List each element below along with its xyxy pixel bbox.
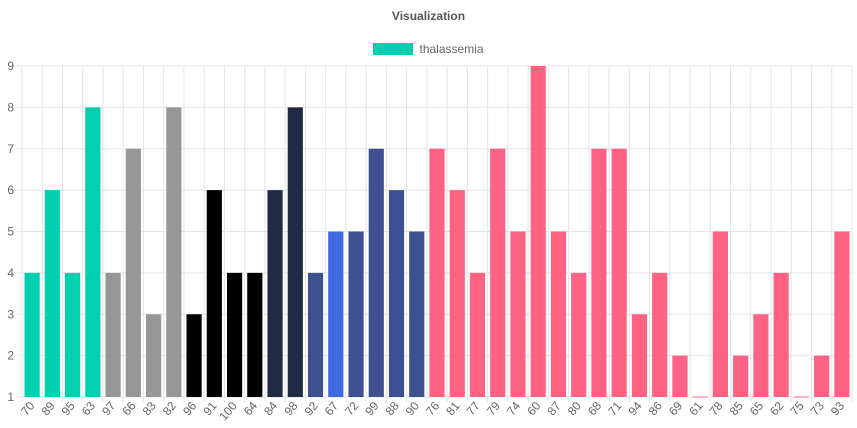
bar-94[interactable] xyxy=(631,314,648,397)
x-tick-label: 63 xyxy=(79,399,99,418)
bar-78[interactable] xyxy=(712,231,729,398)
bar-90[interactable] xyxy=(409,231,425,398)
bars xyxy=(24,66,850,398)
bar-79[interactable] xyxy=(490,148,506,397)
x-tick-label: 89 xyxy=(38,399,58,418)
y-tick-label: 1 xyxy=(7,390,14,404)
x-tick-label: 94 xyxy=(625,399,645,418)
bar-64[interactable] xyxy=(247,272,263,397)
bar-81[interactable] xyxy=(449,190,465,397)
bar-83[interactable] xyxy=(145,314,162,397)
bar-71[interactable] xyxy=(611,148,627,397)
bar-67[interactable] xyxy=(328,231,344,398)
x-tick-label: 66 xyxy=(119,399,139,418)
x-tick-label: 79 xyxy=(484,399,504,418)
x-tick-label: 87 xyxy=(544,399,564,418)
y-tick-label: 5 xyxy=(7,225,14,239)
x-tick-label: 70 xyxy=(18,399,38,418)
x-tick-label: 92 xyxy=(302,399,322,418)
x-tick-label: 83 xyxy=(140,399,160,418)
x-tick-label: 96 xyxy=(180,399,200,418)
bar-69[interactable] xyxy=(672,355,688,397)
bar-60[interactable] xyxy=(530,66,546,397)
y-tick-label: 3 xyxy=(7,307,14,321)
bar-74[interactable] xyxy=(510,231,526,398)
bar-86[interactable] xyxy=(652,272,668,397)
bar-91[interactable] xyxy=(206,190,222,397)
bar-98[interactable] xyxy=(287,107,303,397)
bar-85[interactable] xyxy=(733,355,749,397)
x-tick-label: 68 xyxy=(585,399,605,418)
x-tick-label: 77 xyxy=(463,399,483,418)
legend-label[interactable]: thalassemia xyxy=(419,42,484,56)
bar-72[interactable] xyxy=(348,231,364,398)
x-tick-label: 78 xyxy=(706,399,726,418)
x-tick-label: 97 xyxy=(99,399,119,418)
x-tick-label: 85 xyxy=(727,399,747,418)
x-tick-label: 81 xyxy=(443,399,463,418)
y-tick-label: 9 xyxy=(7,59,14,73)
legend-swatch[interactable] xyxy=(373,43,414,55)
x-tick-label: 95 xyxy=(59,399,79,418)
bar-87[interactable] xyxy=(550,231,567,398)
bar-66[interactable] xyxy=(125,148,141,397)
x-tick-label: 98 xyxy=(281,399,301,418)
x-tick-label: 61 xyxy=(686,399,706,418)
x-tick-label: 86 xyxy=(646,399,666,418)
bar-95[interactable] xyxy=(65,272,81,397)
y-axis-ticks: 1 2 3 4 5 6 7 8 9 xyxy=(7,59,14,404)
x-tick-label: 80 xyxy=(565,399,585,418)
bar-80[interactable] xyxy=(571,272,587,397)
bar-65[interactable] xyxy=(753,314,769,397)
bar-89[interactable] xyxy=(44,190,60,397)
chart-title: Visualization xyxy=(391,9,466,23)
bar-92[interactable] xyxy=(307,272,324,397)
bar-97[interactable] xyxy=(105,272,121,397)
x-tick-label: 75 xyxy=(787,399,807,418)
x-tick-label: 74 xyxy=(504,399,524,418)
x-tick-label: 60 xyxy=(524,399,544,418)
x-tick-label: 64 xyxy=(241,399,261,418)
x-tick-label: 65 xyxy=(747,399,767,418)
x-tick-label: 88 xyxy=(382,399,402,418)
x-tick-label: 93 xyxy=(828,399,848,418)
y-tick-label: 7 xyxy=(7,142,14,156)
bar-76[interactable] xyxy=(429,148,445,397)
x-tick-label: 99 xyxy=(362,399,382,418)
y-tick-label: 6 xyxy=(7,183,14,197)
bar-84[interactable] xyxy=(267,190,283,397)
bar-70[interactable] xyxy=(24,272,40,397)
bar-62[interactable] xyxy=(773,272,789,397)
x-tick-label: 73 xyxy=(808,399,828,418)
x-tick-label: 71 xyxy=(605,399,625,418)
bar-63[interactable] xyxy=(85,107,101,397)
x-tick-label: 100 xyxy=(216,399,240,424)
y-tick-label: 8 xyxy=(7,100,14,114)
bar-99[interactable] xyxy=(368,148,384,397)
x-tick-label: 67 xyxy=(322,399,342,418)
x-tick-label: 90 xyxy=(403,399,423,418)
x-tick-label: 82 xyxy=(160,399,180,418)
bar-93[interactable] xyxy=(834,231,850,398)
x-tick-label: 84 xyxy=(261,399,281,418)
x-tick-label: 69 xyxy=(666,399,686,418)
y-tick-label: 4 xyxy=(7,266,14,280)
y-tick-label: 2 xyxy=(7,349,14,363)
bar-100[interactable] xyxy=(226,272,243,397)
x-tick-label: 76 xyxy=(423,399,443,418)
bar-68[interactable] xyxy=(591,148,607,397)
x-tick-label: 62 xyxy=(767,399,787,418)
bar-96[interactable] xyxy=(186,314,202,397)
bar-88[interactable] xyxy=(388,190,405,397)
x-tick-label: 72 xyxy=(342,399,362,418)
bar-73[interactable] xyxy=(814,355,830,397)
legend[interactable]: thalassemia xyxy=(0,42,857,56)
bar-82[interactable] xyxy=(166,107,182,397)
bar-77[interactable] xyxy=(469,272,486,397)
